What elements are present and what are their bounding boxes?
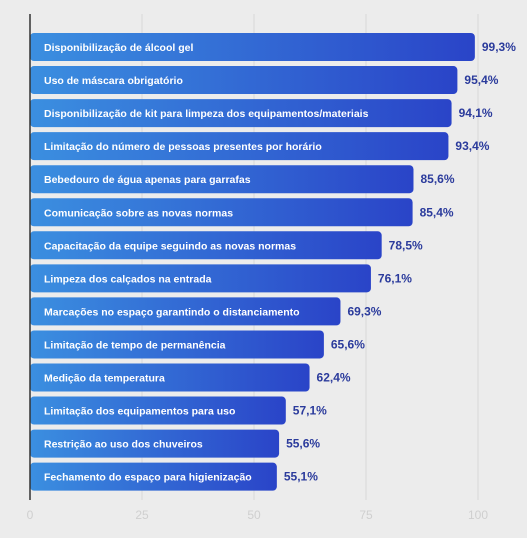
bar-label-3: Disponibilização de kit para limpeza dos… (44, 108, 369, 120)
bar-1 (30, 33, 475, 61)
value-label-13: 55,6% (286, 437, 320, 451)
bar-label-2: Uso de máscara obrigatório (44, 75, 183, 87)
x-tick-label-75: 75 (359, 508, 373, 522)
bar-4 (30, 132, 449, 161)
value-label-11: 62,4% (317, 371, 351, 385)
x-tick-label-0: 0 (27, 508, 34, 522)
bar-label-6: Comunicação sobre as novas normas (44, 207, 233, 219)
value-label-9: 69,3% (347, 304, 381, 318)
bar-14 (30, 462, 277, 491)
bar-13 (30, 429, 280, 458)
value-label-7: 78,5% (389, 238, 423, 252)
bar-label-4: Limitação do número de pessoas presentes… (44, 141, 322, 153)
x-tick-label-50: 50 (247, 508, 261, 522)
bar-labels: Disponibilização de álcool gel Uso de más… (44, 42, 369, 484)
bar-label-14: Fechamento do espaço para higienização (44, 472, 252, 484)
value-label-12: 57,1% (293, 404, 327, 418)
bar-8 (30, 264, 371, 293)
x-axis-ticks: 0 25 50 75 100 (27, 508, 489, 522)
value-label-4: 93,4% (455, 139, 489, 153)
bar-label-12: Limitação dos equipamentos para uso (44, 406, 235, 418)
value-label-2: 95,4% (464, 73, 498, 87)
bars (30, 33, 475, 491)
bar-label-1: Disponibilização de álcool gel (44, 42, 193, 54)
value-label-8: 76,1% (378, 271, 412, 285)
bar-11 (30, 363, 310, 392)
value-label-10: 65,6% (331, 337, 365, 351)
value-label-1: 99,3% (482, 40, 516, 54)
bar-12 (30, 396, 286, 425)
bar-label-11: Medição da temperatura (44, 373, 165, 385)
value-label-6: 85,4% (420, 205, 454, 219)
bar-2 (30, 66, 458, 95)
bar-label-10: Limitação de tempo de permanência (44, 339, 226, 351)
value-label-3: 94,1% (459, 106, 493, 120)
bar-6 (30, 198, 413, 227)
x-tick-label-25: 25 (135, 508, 149, 522)
value-labels: 99,3% 95,4% 94,1% 93,4% 85,6% 85,4% 78,5% 76,1%… (284, 40, 516, 484)
bar-7 (30, 231, 382, 260)
bar-label-7: Capacitação da equipe seguindo as novas … (44, 240, 296, 252)
bar-3 (30, 99, 452, 128)
bar-10 (30, 330, 324, 359)
bar-9 (30, 297, 341, 326)
value-label-14: 55,1% (284, 470, 318, 484)
bar-label-8: Limpeza dos calçados na entrada (44, 273, 212, 285)
bar-label-9: Marcações no espaço garantindo o distanc… (44, 306, 300, 318)
bar-label-5: Bebedouro de água apenas para garrafas (44, 174, 251, 186)
value-label-5: 85,6% (420, 172, 454, 186)
x-tick-label-100: 100 (468, 508, 488, 522)
bar-5 (30, 165, 414, 194)
bar-label-13: Restrição ao uso dos chuveiros (44, 439, 203, 451)
